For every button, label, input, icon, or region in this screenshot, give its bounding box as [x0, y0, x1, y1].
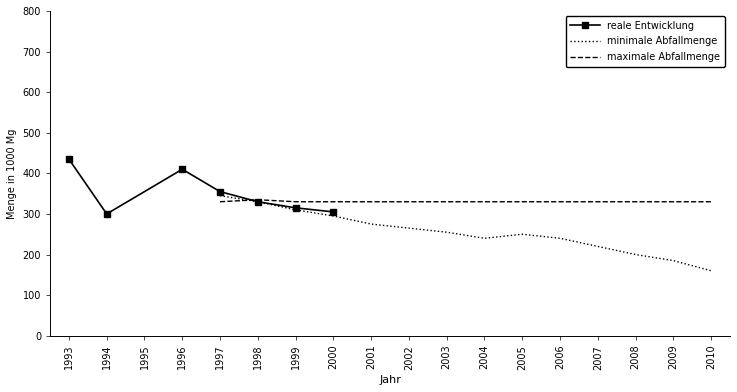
- maximale Abfallmenge: [556, 200, 565, 204]
- maximale Abfallmenge: [216, 200, 225, 204]
- minimale Abfallmenge: [480, 236, 489, 241]
- reale Entwicklung: [65, 157, 74, 162]
- Line: maximale Abfallmenge: maximale Abfallmenge: [220, 200, 711, 202]
- minimale Abfallmenge: [593, 244, 602, 249]
- reale Entwicklung: [291, 205, 300, 210]
- Y-axis label: Menge in 1000 Mg: Menge in 1000 Mg: [7, 128, 17, 218]
- maximale Abfallmenge: [707, 200, 716, 204]
- maximale Abfallmenge: [518, 200, 527, 204]
- maximale Abfallmenge: [291, 200, 300, 204]
- reale Entwicklung: [254, 200, 262, 204]
- maximale Abfallmenge: [442, 200, 451, 204]
- minimale Abfallmenge: [631, 252, 640, 257]
- Legend: reale Entwicklung, minimale Abfallmenge, maximale Abfallmenge: reale Entwicklung, minimale Abfallmenge,…: [565, 16, 725, 67]
- Line: reale Entwicklung: reale Entwicklung: [66, 156, 336, 217]
- reale Entwicklung: [178, 167, 186, 172]
- minimale Abfallmenge: [556, 236, 565, 241]
- maximale Abfallmenge: [329, 200, 338, 204]
- minimale Abfallmenge: [405, 226, 413, 230]
- maximale Abfallmenge: [405, 200, 413, 204]
- minimale Abfallmenge: [329, 214, 338, 218]
- maximale Abfallmenge: [669, 200, 678, 204]
- minimale Abfallmenge: [518, 232, 527, 237]
- reale Entwicklung: [102, 212, 111, 216]
- minimale Abfallmenge: [367, 222, 376, 227]
- X-axis label: Jahr: Jahr: [379, 375, 401, 385]
- minimale Abfallmenge: [442, 230, 451, 234]
- maximale Abfallmenge: [480, 200, 489, 204]
- reale Entwicklung: [216, 189, 225, 194]
- reale Entwicklung: [329, 210, 338, 214]
- maximale Abfallmenge: [367, 200, 376, 204]
- Line: minimale Abfallmenge: minimale Abfallmenge: [220, 196, 711, 271]
- minimale Abfallmenge: [707, 269, 716, 273]
- maximale Abfallmenge: [631, 200, 640, 204]
- maximale Abfallmenge: [593, 200, 602, 204]
- minimale Abfallmenge: [254, 200, 262, 204]
- minimale Abfallmenge: [291, 207, 300, 212]
- minimale Abfallmenge: [216, 193, 225, 198]
- minimale Abfallmenge: [669, 258, 678, 263]
- maximale Abfallmenge: [254, 197, 262, 202]
